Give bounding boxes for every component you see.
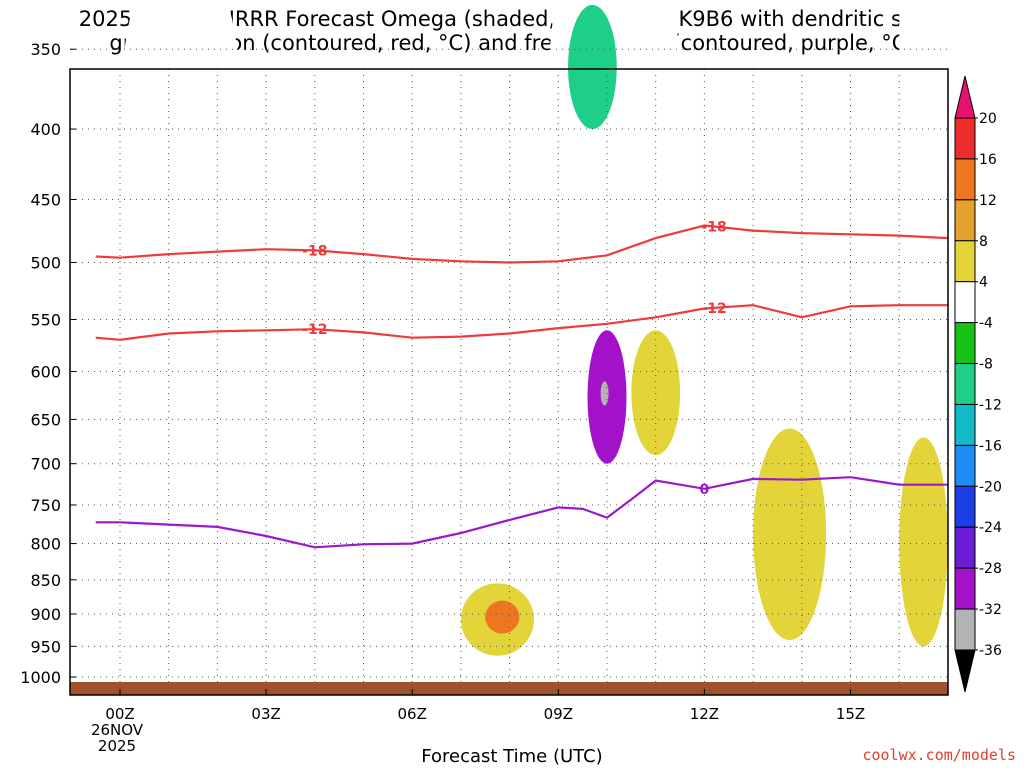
contour-lines: -18 -18 -12 -12 0 — [95, 220, 948, 549]
omega-region-2 — [314, 433, 437, 573]
x-tick-label-9: 09Z — [544, 705, 573, 723]
omega-region-3 — [460, 238, 632, 529]
colorbar-label-5: -4 — [979, 316, 993, 332]
colorbar-label-10: -24 — [979, 520, 1002, 536]
omega-region-0 — [120, 0, 242, 298]
omega-region-12 — [753, 428, 827, 640]
x-date-label: 26NOV 2025 — [87, 722, 147, 754]
contour-label-1-1: -12 — [701, 301, 726, 317]
y-tick-label-400: 400 — [30, 120, 61, 139]
colorbar-swatch-12 — [954, 608, 976, 651]
colorbar-swatch-1 — [954, 158, 976, 201]
colorbar-swatch-0 — [954, 117, 976, 160]
colorbar-label-9: -20 — [979, 479, 1002, 495]
y-tick-label-500: 500 — [30, 253, 61, 272]
y-tick-label-750: 750 — [30, 496, 61, 515]
omega-region-13 — [899, 437, 948, 647]
y-tick-label-350: 350 — [30, 40, 61, 59]
omega-region-1 — [193, 516, 267, 587]
omega-region-5 — [568, 4, 617, 130]
watermark: coolwx.com/models — [862, 746, 1016, 764]
y-tick-label-650: 650 — [30, 410, 61, 429]
grid-lines — [70, 48, 949, 695]
colorbar-swatch-8 — [954, 444, 976, 487]
colorbar-swatch-11 — [954, 567, 976, 610]
contour-line-1 — [95, 304, 948, 341]
x-tick-label-6: 06Z — [398, 705, 427, 723]
colorbar-label-1: 16 — [979, 152, 997, 168]
colorbar-label-7: -12 — [979, 397, 1002, 413]
colorbar-swatch-3 — [954, 240, 976, 283]
colorbar-label-12: -32 — [979, 602, 1002, 618]
contour-label-1-0: -12 — [302, 322, 327, 338]
omega-region-10 — [485, 600, 520, 634]
x-tick-label-0: 00Z — [105, 705, 134, 723]
colorbar-swatch-9 — [954, 485, 976, 528]
x-tick-label-3: 03Z — [251, 705, 280, 723]
colorbar-label-4: 4 — [979, 275, 988, 291]
omega-region-4 — [548, 0, 681, 263]
colorbar-swatch-7 — [954, 403, 976, 446]
colorbar-top-arrow — [954, 75, 976, 119]
colorbar-swatch-4 — [954, 281, 976, 324]
omega-colorbar: 20 16 12 8 4 -4 -8 -12 -16 -20 -24 -28 -32 -36 — [954, 75, 1002, 693]
x-date-day: 26NOV — [90, 721, 144, 739]
colorbar-bottom-arrow — [954, 649, 976, 693]
colorbar-swatch-5 — [954, 322, 976, 365]
contour-line-2 — [95, 476, 948, 549]
omega-region-8 — [899, 0, 948, 200]
x-axis-label: Forecast Time (UTC) — [421, 746, 603, 767]
colorbar-label-13: -36 — [979, 643, 1002, 659]
colorbar-swatch-6 — [954, 363, 976, 405]
colorbar-label-11: -28 — [979, 561, 1002, 577]
colorbar-swatch-10 — [954, 526, 976, 569]
colorbar-label-0: 20 — [979, 111, 997, 127]
y-tick-label-550: 550 — [30, 310, 61, 329]
colorbar-label-3: 8 — [979, 234, 988, 250]
colorbar-label-8: -16 — [979, 438, 1002, 454]
y-tick-label-800: 800 — [30, 535, 61, 554]
chart-title-line-1: 2025112523 HRRR Forecast Omega (shaded, … — [78, 7, 946, 31]
y-tick-label-950: 950 — [30, 637, 61, 656]
colorbar-swatch-2 — [954, 199, 976, 242]
y-tick-label-600: 600 — [30, 363, 61, 382]
x-tick-label-12: 12Z — [690, 705, 719, 723]
colorbar-label-6: -8 — [979, 357, 993, 373]
omega-region-11 — [631, 330, 681, 456]
contour-label-2-0: 0 — [700, 482, 710, 498]
y-tick-label-850: 850 — [30, 571, 61, 590]
contour-line-0 — [95, 224, 948, 264]
ground-surface — [70, 682, 948, 695]
plot-frame — [69, 68, 949, 696]
y-tick-label-900: 900 — [30, 605, 61, 624]
x-tick-label-15: 15Z — [836, 705, 865, 723]
x-date-year: 2025 — [97, 737, 137, 755]
y-tick-label-1000: 1000 — [20, 668, 61, 687]
colorbar-label-2: 12 — [979, 193, 997, 209]
contour-label-0-1: -18 — [701, 220, 726, 236]
y-tick-label-450: 450 — [30, 190, 61, 209]
contour-label-0-0: -18 — [302, 243, 327, 259]
plot-axes: 2503003504004505005506006507007508008509… — [20, 40, 949, 723]
omega-shaded-regions — [70, 0, 948, 695]
y-tick-label-700: 700 — [30, 455, 61, 474]
